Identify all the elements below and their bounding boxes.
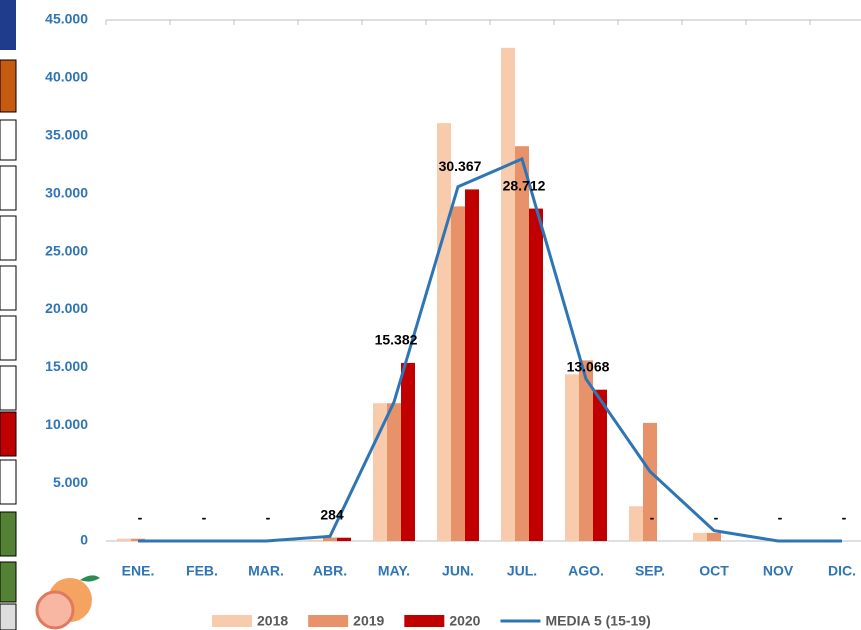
legend-label: MEDIA 5 (15-19) xyxy=(545,613,650,629)
bar xyxy=(451,206,465,541)
bar xyxy=(501,47,515,541)
x-tick-label: ENE. xyxy=(122,563,155,579)
y-tick-label: 20.000 xyxy=(45,300,88,316)
y-tick-label: 40.000 xyxy=(45,69,88,85)
legend-swatch xyxy=(212,615,252,627)
y-tick-label: 0 xyxy=(80,532,88,548)
legend-swatch xyxy=(404,615,445,627)
panel-box xyxy=(0,59,17,113)
x-tick-label: JUN. xyxy=(442,563,474,579)
data-label: 30.367 xyxy=(439,158,482,174)
x-tick-label: AGO. xyxy=(568,563,604,579)
panel-box xyxy=(0,561,17,603)
y-tick-label: 10.000 xyxy=(45,416,88,432)
x-tick-label: DIC. xyxy=(828,563,856,579)
x-tick-label: SEP. xyxy=(635,563,665,579)
y-tick-label: 35.000 xyxy=(45,126,88,142)
bar xyxy=(337,537,351,541)
bar xyxy=(309,539,323,541)
panel-box xyxy=(0,265,17,311)
x-tick-label: ABR. xyxy=(313,563,347,579)
panel-box xyxy=(0,0,16,50)
y-tick-label: 25.000 xyxy=(45,242,88,258)
bar xyxy=(465,189,479,542)
x-tick-label: MAR. xyxy=(248,563,284,579)
bar xyxy=(387,403,401,541)
panel-box xyxy=(0,315,17,361)
data-label: - xyxy=(842,510,847,526)
panel-box xyxy=(0,411,17,457)
panel-box xyxy=(0,459,17,505)
panel-box xyxy=(0,511,17,557)
data-label: 13.068 xyxy=(567,358,610,374)
bar xyxy=(117,538,131,541)
bar xyxy=(529,208,543,541)
panel-box xyxy=(0,603,17,630)
bar xyxy=(401,362,415,541)
data-label: - xyxy=(650,510,655,526)
bar xyxy=(437,123,451,541)
bar xyxy=(515,146,529,541)
data-label: - xyxy=(202,510,207,526)
x-tick-label: NOV xyxy=(763,563,794,579)
legend-label: 2019 xyxy=(353,613,384,629)
data-label: 15.382 xyxy=(375,332,418,348)
x-tick-label: OCT xyxy=(699,563,729,579)
y-tick-label: 45.000 xyxy=(45,11,88,27)
bar xyxy=(629,506,643,541)
y-tick-label: 30.000 xyxy=(45,184,88,200)
x-tick-label: MAY. xyxy=(378,563,410,579)
bar xyxy=(323,537,337,541)
y-tick-label: 15.000 xyxy=(45,358,88,374)
bar xyxy=(565,374,579,541)
data-label: - xyxy=(138,510,143,526)
line xyxy=(138,156,842,543)
bar xyxy=(693,532,707,541)
bar xyxy=(643,422,657,541)
legend-label: 2018 xyxy=(257,613,288,629)
leaf-icon xyxy=(80,575,100,582)
legend-swatch xyxy=(308,615,349,627)
x-tick-label: JUL. xyxy=(507,563,537,579)
panel-box xyxy=(0,119,17,161)
data-label: - xyxy=(714,510,719,526)
fruit-icon xyxy=(35,590,75,630)
x-tick-label: FEB. xyxy=(186,563,218,579)
bar xyxy=(707,532,721,541)
panel-box xyxy=(0,165,17,211)
bar xyxy=(579,360,593,541)
data-label: 284 xyxy=(320,506,344,522)
data-label: 28.712 xyxy=(503,177,546,193)
panel-box xyxy=(0,365,17,411)
bar xyxy=(593,389,607,541)
data-label: - xyxy=(266,510,271,526)
cropped-left-panel xyxy=(0,0,100,630)
data-label: - xyxy=(778,510,783,526)
legend-label: 2020 xyxy=(449,613,480,629)
panel-box xyxy=(0,215,17,261)
y-tick-label: 5.000 xyxy=(53,474,88,490)
